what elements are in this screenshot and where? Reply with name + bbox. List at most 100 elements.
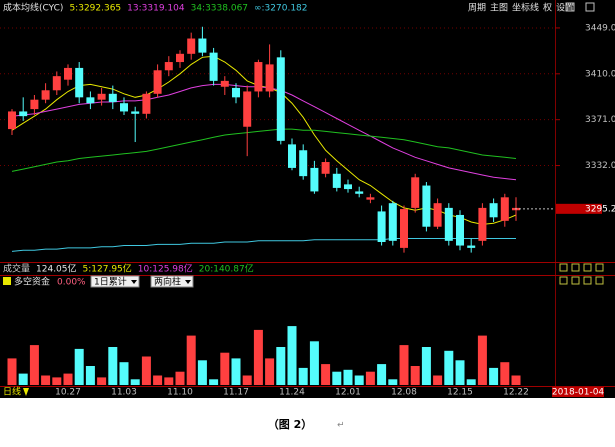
candle-body	[332, 173, 341, 188]
fund-bar	[209, 379, 219, 385]
fund-bar	[399, 345, 409, 385]
fund-bar	[175, 371, 185, 385]
dropdown-arrow	[185, 280, 191, 284]
candle-body	[120, 103, 128, 112]
toolbar-item[interactable]: 周期	[468, 3, 486, 14]
candle-body	[19, 111, 28, 117]
fund-bar	[108, 347, 118, 385]
candle-body	[321, 162, 330, 174]
candle-body	[153, 70, 162, 94]
panel-icon[interactable]	[559, 263, 568, 272]
volume-header: 10:125.98亿	[138, 263, 193, 275]
panel-icon[interactable]	[595, 263, 604, 272]
candle-body	[366, 197, 375, 200]
fund-bar	[141, 356, 151, 385]
ma-line	[11, 238, 516, 252]
panel-icon[interactable]	[595, 276, 604, 285]
fund-bar	[231, 358, 241, 385]
candle-body	[41, 90, 50, 100]
fund-bar	[287, 326, 297, 385]
x-tick-label: 12.22	[503, 388, 529, 398]
fund-bar	[388, 379, 398, 385]
fund-bar	[153, 375, 163, 385]
candle-body	[400, 209, 408, 248]
fund-bar	[85, 366, 95, 385]
candle-body	[220, 80, 229, 87]
dropdown-arrow	[131, 280, 137, 284]
candle-body	[30, 99, 39, 110]
legend-entry: ∞:3270.182	[254, 4, 307, 14]
candle-body	[489, 203, 498, 218]
background	[0, 0, 615, 398]
toolbar-item[interactable]: 坐标线	[512, 2, 539, 14]
volume-header: 20:140.87亿	[199, 263, 254, 275]
fund-bar	[52, 377, 62, 385]
fund-bar	[18, 373, 28, 385]
toolbar-item[interactable]: 设置	[556, 3, 574, 14]
help-icon[interactable]	[3, 277, 11, 285]
fund-bar	[276, 347, 286, 385]
toolbar-item[interactable]: 权	[543, 2, 552, 14]
fund-bar	[97, 377, 107, 385]
legend-entry: 13:3319.104	[127, 4, 185, 14]
toolbar-item[interactable]: 主图	[490, 2, 508, 14]
fund-bar	[164, 377, 174, 385]
fund-bar	[489, 367, 499, 385]
fund-bar	[433, 375, 443, 385]
panel-icon[interactable]	[583, 276, 592, 285]
fund-bar	[130, 379, 140, 385]
panel-icon[interactable]	[571, 263, 580, 272]
x-tick-label: 11.03	[111, 388, 137, 398]
y-tick-label: 3332.0	[585, 161, 615, 171]
current-price-box	[556, 203, 602, 214]
fund-bar	[220, 352, 230, 385]
y-tick-label: 3410.0	[585, 69, 615, 79]
x-tick-label: 10.27	[55, 388, 81, 398]
panel-icons	[559, 263, 604, 285]
toolbar-icon[interactable]	[585, 2, 595, 12]
toolbar-icon[interactable]	[565, 2, 575, 12]
candle-body	[131, 111, 140, 114]
fund-bar	[321, 364, 331, 385]
candle-body	[86, 97, 95, 104]
volume-header: 124.05亿	[36, 263, 77, 275]
candle-body	[164, 62, 173, 71]
x-tick-label: 12.08	[391, 388, 417, 398]
fund-bar	[197, 360, 207, 385]
dropdown-label: 1日累计	[94, 276, 127, 288]
y-tick-label: 3371.0	[585, 115, 615, 125]
fund-title: 多空资金	[14, 276, 50, 288]
panel-icon[interactable]	[571, 276, 580, 285]
fund-value: 0.00%	[57, 278, 86, 288]
candle-body	[52, 76, 61, 91]
cursor-date-box	[552, 387, 604, 397]
dropdown[interactable]	[150, 275, 194, 288]
candle-body	[142, 93, 151, 114]
fund-bar	[29, 345, 39, 385]
fund-bar	[74, 348, 84, 385]
candle-body	[411, 177, 420, 208]
fund-bar	[186, 335, 196, 385]
candle-body	[388, 203, 397, 241]
period-label: 日线	[3, 386, 21, 398]
fund-bar	[410, 366, 420, 385]
candle-body	[276, 57, 285, 141]
volume-header: 成交量	[3, 263, 30, 275]
candle-body	[232, 87, 240, 98]
return-mark: ↵	[337, 421, 345, 431]
fund-bar	[41, 375, 51, 385]
candle-body	[456, 214, 464, 246]
x-tick-label: 12.15	[447, 388, 473, 398]
panel-icon[interactable]	[559, 276, 568, 285]
fund-bar	[7, 358, 17, 385]
ma-line	[11, 128, 517, 172]
candle-body	[265, 64, 274, 92]
ma-line	[11, 83, 517, 181]
candle-body	[422, 185, 431, 227]
fund-bar	[444, 350, 454, 385]
x-tick-label: 11.10	[167, 388, 193, 398]
dropdown[interactable]	[90, 275, 140, 288]
panel-icon[interactable]	[583, 263, 592, 272]
x-tick-label: 11.24	[279, 388, 305, 398]
